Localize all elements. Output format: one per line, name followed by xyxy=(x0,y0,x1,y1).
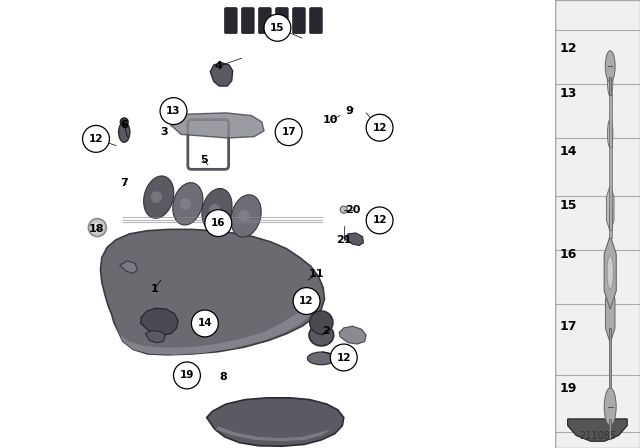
Circle shape xyxy=(340,206,348,213)
Text: 9: 9 xyxy=(345,106,353,116)
Text: 15: 15 xyxy=(559,198,577,212)
FancyBboxPatch shape xyxy=(242,8,254,34)
Text: 16: 16 xyxy=(559,248,577,261)
Ellipse shape xyxy=(120,118,128,126)
Polygon shape xyxy=(345,233,364,246)
Polygon shape xyxy=(207,398,344,446)
Ellipse shape xyxy=(173,183,203,225)
FancyBboxPatch shape xyxy=(310,8,323,34)
Ellipse shape xyxy=(118,122,130,142)
Ellipse shape xyxy=(309,324,333,346)
Circle shape xyxy=(366,114,393,141)
Text: 16: 16 xyxy=(211,218,225,228)
Circle shape xyxy=(264,14,291,41)
Text: 7: 7 xyxy=(120,178,128,188)
Ellipse shape xyxy=(151,191,162,203)
Polygon shape xyxy=(120,261,138,273)
Polygon shape xyxy=(568,419,627,441)
Ellipse shape xyxy=(202,189,232,231)
Text: 12: 12 xyxy=(559,42,577,55)
Text: 12: 12 xyxy=(372,123,387,133)
Circle shape xyxy=(607,119,613,148)
Ellipse shape xyxy=(209,204,220,215)
Circle shape xyxy=(275,119,302,146)
Ellipse shape xyxy=(604,388,616,426)
Polygon shape xyxy=(145,331,165,343)
Circle shape xyxy=(93,223,102,232)
Text: 12: 12 xyxy=(300,296,314,306)
Circle shape xyxy=(293,288,320,314)
Text: 17: 17 xyxy=(282,127,296,137)
Text: 17: 17 xyxy=(559,319,577,333)
FancyBboxPatch shape xyxy=(292,8,305,34)
Polygon shape xyxy=(100,229,324,355)
Circle shape xyxy=(83,125,109,152)
Ellipse shape xyxy=(238,210,250,222)
Text: 18: 18 xyxy=(88,224,104,234)
Bar xyxy=(609,209,612,237)
Text: 14: 14 xyxy=(198,319,212,328)
Bar xyxy=(609,419,611,439)
Text: 15: 15 xyxy=(270,23,285,33)
Circle shape xyxy=(607,256,613,289)
Text: 11: 11 xyxy=(309,269,324,279)
Circle shape xyxy=(160,98,187,125)
Text: 10: 10 xyxy=(323,115,338,125)
Circle shape xyxy=(191,310,218,337)
Text: 2: 2 xyxy=(322,326,330,336)
Circle shape xyxy=(205,210,232,237)
Ellipse shape xyxy=(310,311,333,334)
Text: 4: 4 xyxy=(214,61,222,71)
Text: 12: 12 xyxy=(337,353,351,362)
Ellipse shape xyxy=(231,195,261,237)
Ellipse shape xyxy=(307,352,335,365)
Text: 19: 19 xyxy=(559,382,577,396)
Text: 20: 20 xyxy=(345,205,360,215)
Text: 1: 1 xyxy=(150,284,158,294)
Circle shape xyxy=(173,362,200,389)
Polygon shape xyxy=(114,306,314,355)
Bar xyxy=(609,77,611,95)
FancyBboxPatch shape xyxy=(225,8,237,34)
Text: 14: 14 xyxy=(559,145,577,158)
Text: 211085: 211085 xyxy=(579,431,616,441)
Text: 6: 6 xyxy=(120,120,128,129)
Text: 21: 21 xyxy=(336,235,351,245)
Text: 3: 3 xyxy=(161,127,168,137)
Polygon shape xyxy=(172,113,264,138)
Bar xyxy=(609,328,611,387)
Ellipse shape xyxy=(180,198,191,210)
Polygon shape xyxy=(141,308,178,335)
Polygon shape xyxy=(210,63,233,86)
Text: 19: 19 xyxy=(180,370,194,380)
Text: 5: 5 xyxy=(200,155,207,165)
Ellipse shape xyxy=(143,176,174,218)
Bar xyxy=(609,145,612,230)
Circle shape xyxy=(607,68,613,96)
Circle shape xyxy=(330,344,357,371)
Text: 8: 8 xyxy=(219,372,227,382)
Text: 12: 12 xyxy=(89,134,103,144)
Polygon shape xyxy=(339,326,366,344)
FancyBboxPatch shape xyxy=(259,8,271,34)
Text: 13: 13 xyxy=(166,106,180,116)
Circle shape xyxy=(88,219,106,237)
FancyBboxPatch shape xyxy=(276,8,288,34)
Polygon shape xyxy=(214,426,332,441)
Bar xyxy=(609,93,612,147)
Circle shape xyxy=(366,207,393,234)
Text: 12: 12 xyxy=(372,215,387,225)
Text: 13: 13 xyxy=(559,86,577,100)
Ellipse shape xyxy=(605,51,615,82)
